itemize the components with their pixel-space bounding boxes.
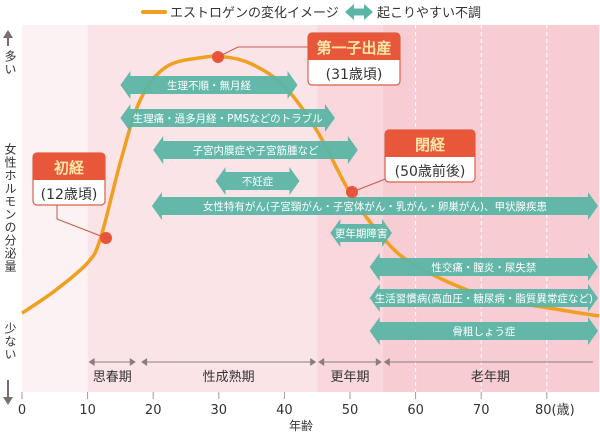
legend-arrow-swatch: [345, 4, 373, 20]
condition-label: 不妊症: [242, 175, 274, 188]
condition-label: 生理痛・過多月経・PMSなどのトラブル: [133, 112, 323, 125]
x-tick-label: 30: [211, 403, 228, 418]
stage-arrowhead: [129, 358, 136, 366]
x-tick-label: 40: [276, 403, 293, 418]
condition-arrow: [369, 284, 598, 312]
callout-header: [385, 130, 475, 157]
stage-arrowhead: [383, 358, 390, 366]
callout-subtitle: (50歳前後): [395, 163, 466, 180]
condition-arrow: [120, 104, 335, 132]
arrow-down-icon: [3, 380, 13, 405]
callout-title: 第一子出産: [316, 39, 391, 57]
x-tick-label: 50: [342, 403, 359, 418]
condition-arrow: [330, 219, 392, 247]
x-tick-label: 10: [79, 403, 96, 418]
arrow-up-icon: [3, 30, 13, 46]
legend-curve-label: エストロゲンの変化イメージ: [170, 5, 339, 21]
y-axis-label: 女性ホルモンの分泌量: [3, 143, 17, 273]
stage-arrowhead: [141, 358, 148, 366]
condition-label: 女性特有がん(子宮頸がん・子宮体がん・乳がん・卵巣がん)、甲状腺疾患: [203, 200, 547, 213]
stage-label: 性成熟期: [203, 369, 255, 385]
callout-title: 初経: [54, 159, 85, 177]
condition-arrow: [153, 136, 358, 164]
callout-header: [308, 33, 400, 60]
condition-label: 子宮内膜症や子宮筋腫など: [193, 144, 319, 157]
callout-leader: [56, 205, 107, 239]
callout-leader: [217, 46, 308, 58]
condition-label: 生活習慣病(高血圧・糖尿病・脂質異常症など): [375, 292, 593, 305]
x-tick-label: 20: [145, 403, 162, 418]
x-tick-label: 80(歳): [535, 403, 575, 418]
condition-arrow: [215, 167, 300, 195]
stage-label: 思春期: [93, 370, 132, 385]
condition-arrow: [151, 192, 598, 220]
callout-header: [33, 153, 105, 180]
condition-label: 骨粗しょう症: [452, 325, 515, 338]
stage-arrowhead: [310, 358, 317, 366]
callout-title: 閉経: [415, 136, 446, 154]
condition-arrow: [120, 71, 298, 99]
stage-label: 老年期: [471, 370, 510, 385]
legend-arrow-label: 起こりやすい不調: [377, 6, 481, 21]
x-tick-label: 0: [18, 403, 26, 418]
x-axis-label: 年齢: [289, 418, 313, 433]
x-tick-label: 70: [473, 403, 490, 418]
condition-label: 性交痛・膣炎・尿失禁: [431, 261, 536, 274]
stage-band: [22, 25, 88, 392]
curve-marker: [212, 51, 224, 63]
x-tick-label: 60: [407, 403, 424, 418]
condition-arrow: [369, 253, 598, 281]
y-low-label: 少ない: [3, 322, 17, 361]
y-high-label: 多い: [3, 50, 17, 76]
stage-arrowhead: [375, 358, 382, 366]
callout-subtitle: (31歳頃): [326, 67, 383, 83]
stage-arrowhead: [318, 358, 325, 366]
stage-label: 更年期: [330, 370, 369, 385]
condition-label: 更年期障害: [335, 227, 388, 240]
curve-marker: [346, 186, 358, 198]
callout-subtitle: (12歳頃): [41, 187, 98, 203]
condition-label: 生理不順・無月経: [167, 79, 251, 92]
curve-marker: [100, 232, 112, 244]
stage-arrowhead: [88, 358, 95, 366]
condition-arrow: [369, 317, 598, 345]
